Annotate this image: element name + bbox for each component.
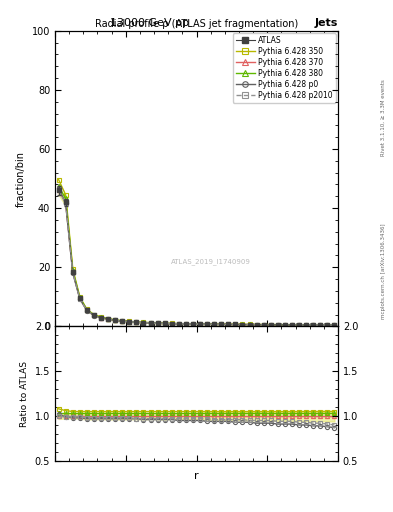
Title: Radial profile ρ (ATLAS jet fragmentation): Radial profile ρ (ATLAS jet fragmentatio…: [95, 18, 298, 29]
Text: ATLAS_2019_I1740909: ATLAS_2019_I1740909: [171, 258, 251, 265]
Legend: ATLAS, Pythia 6.428 350, Pythia 6.428 370, Pythia 6.428 380, Pythia 6.428 p0, Py: ATLAS, Pythia 6.428 350, Pythia 6.428 37…: [233, 33, 336, 103]
Text: mcplots.cern.ch [arXiv:1306.3436]: mcplots.cern.ch [arXiv:1306.3436]: [381, 224, 386, 319]
Y-axis label: Ratio to ATLAS: Ratio to ATLAS: [20, 360, 29, 426]
X-axis label: r: r: [194, 471, 199, 481]
Y-axis label: fraction/bin: fraction/bin: [16, 151, 26, 206]
Text: 13000 GeV pp: 13000 GeV pp: [110, 18, 189, 28]
Text: Jets: Jets: [315, 18, 338, 28]
Text: Rivet 3.1.10, ≥ 3.3M events: Rivet 3.1.10, ≥ 3.3M events: [381, 79, 386, 156]
